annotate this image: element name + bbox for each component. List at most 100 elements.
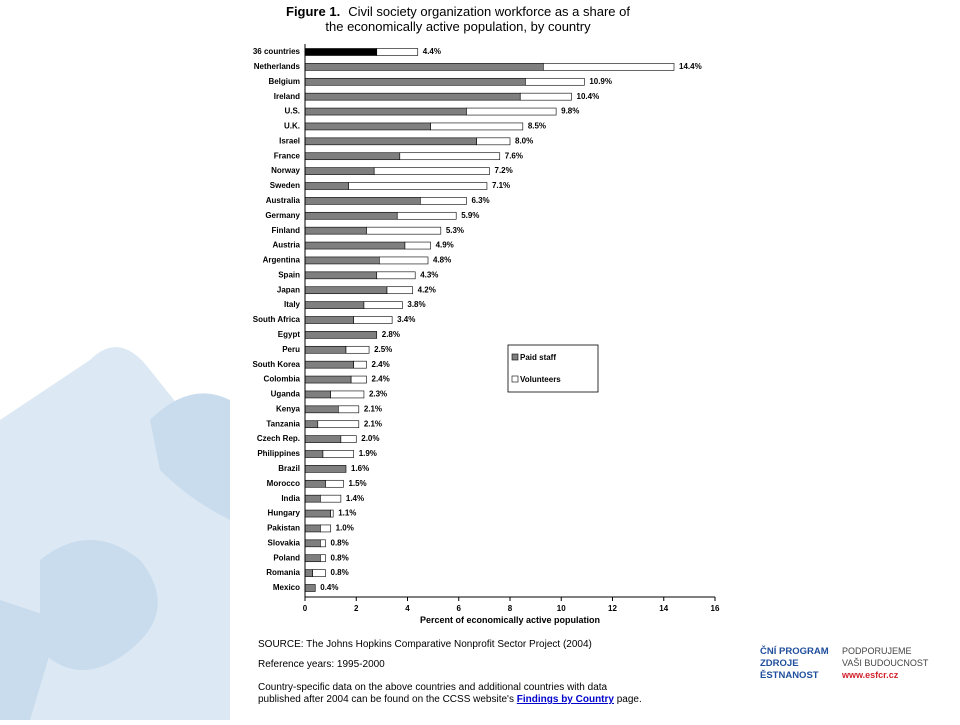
value-label: 2.1% [364, 419, 382, 428]
bar-segment [304, 405, 339, 414]
value-label: 1.6% [351, 464, 369, 473]
chart-title: the economically active population, by c… [325, 19, 591, 34]
bar-segment [304, 122, 431, 131]
bar-segment [322, 450, 354, 458]
bar-segment [543, 63, 675, 71]
bar-segment [304, 375, 352, 384]
bar-segment [304, 331, 378, 339]
value-label: 10.4% [577, 92, 600, 101]
value-label: 2.0% [361, 434, 379, 443]
plot: 36 countries 4.4% Netherlands 14.4% Belgium 1… [252, 44, 720, 625]
value-label: 4.2% [418, 285, 436, 294]
bar-segment [366, 226, 442, 235]
details-text: page. [614, 694, 642, 705]
x-tick-label: 8 [508, 604, 513, 613]
bar-segment [304, 167, 375, 175]
legend-box [507, 344, 599, 393]
title-label: Figure 1. [286, 4, 340, 19]
value-label: 1.1% [338, 509, 356, 518]
y-tick-label: U.S. [284, 107, 300, 116]
x-tick-label: 0 [303, 604, 308, 613]
y-tick-label: Romania [266, 568, 300, 577]
value-label: 3.8% [407, 300, 425, 309]
bar-segment [304, 524, 321, 533]
bar-segment [304, 63, 544, 71]
y-tick-label: Sweden [270, 181, 300, 190]
bar-segment [304, 390, 331, 399]
bar-segment [386, 286, 413, 295]
y-tick-label: Italy [284, 300, 301, 309]
details-note: published after 2004 can be found on the… [258, 694, 642, 705]
bar-segment [373, 167, 490, 175]
bar-segment [304, 182, 349, 190]
y-tick-label: Uganda [271, 390, 301, 399]
value-label: 2.4% [372, 360, 390, 369]
y-tick-label: Morocco [267, 479, 300, 488]
bar-segment [304, 360, 354, 369]
bar-segment [304, 256, 380, 265]
bar-segment [320, 524, 331, 533]
value-label: 7.1% [492, 181, 510, 190]
value-label: 9.8% [561, 107, 579, 116]
value-label: 4.9% [436, 241, 454, 250]
logo-left: ČNÍ PROGRAM ZDROJE ĚSTNANOST [760, 645, 829, 681]
logo-text: ZDROJE [760, 658, 799, 669]
bar-segment [304, 77, 526, 86]
bar-segment [320, 539, 326, 548]
value-label: 0.4% [320, 583, 338, 592]
bar-segment [304, 569, 313, 577]
x-tick-label: 16 [711, 604, 720, 613]
bar-segment [330, 390, 365, 399]
y-tick-label: 36 countries [253, 47, 301, 56]
y-tick-label: Brazil [278, 464, 300, 473]
y-tick-label: Austria [272, 241, 300, 250]
y-tick-label: France [274, 151, 301, 160]
value-label: 4.8% [433, 256, 451, 265]
y-tick-label: Kenya [276, 404, 301, 413]
bar-segment [404, 241, 431, 250]
y-tick-label: Israel [279, 136, 300, 145]
bar-segment [340, 435, 357, 443]
y-tick-label: Poland [273, 553, 300, 562]
bar-segment [525, 77, 585, 86]
bar-segment [376, 271, 416, 280]
bar-segment [353, 316, 393, 324]
bar-segment [304, 316, 354, 324]
bar-segment [312, 569, 326, 577]
bar-segment [304, 420, 319, 429]
bar-segment [466, 107, 557, 116]
value-label: 1.5% [348, 479, 366, 488]
title-line: Civil society organization workforce as … [348, 4, 630, 19]
legend-swatch [511, 375, 519, 383]
y-tick-label: Japan [277, 285, 300, 294]
bar-segment [304, 301, 365, 309]
value-label: 2.3% [369, 390, 387, 399]
bar-segment [399, 152, 501, 161]
legend-swatch [511, 353, 519, 361]
value-label: 5.3% [446, 226, 464, 235]
bar-segment [304, 554, 321, 563]
bar-segment [320, 554, 326, 563]
bar-segment [304, 92, 521, 101]
bar-segment [304, 539, 321, 548]
x-tick-label: 14 [659, 604, 668, 613]
y-tick-label: Pakistan [267, 524, 300, 533]
value-label: 4.3% [420, 270, 438, 279]
bar-segment [304, 271, 378, 280]
y-tick-label: South Korea [252, 360, 300, 369]
bar-segment [304, 137, 477, 146]
bar-segment [348, 182, 488, 190]
bar-segment [304, 494, 321, 503]
bar-segment [304, 286, 388, 295]
bar-segment [304, 584, 316, 592]
bar-segment [338, 405, 360, 414]
value-label: 2.5% [374, 345, 392, 354]
y-tick-label: Colombia [264, 375, 301, 384]
value-label: 0.8% [331, 568, 349, 577]
value-label: 7.2% [495, 166, 513, 175]
bar-segment [304, 450, 324, 458]
bar-segment [345, 345, 370, 354]
findings-link[interactable]: Findings by Country [517, 694, 615, 705]
logo-text: ČNÍ PROGRAM [760, 645, 829, 657]
